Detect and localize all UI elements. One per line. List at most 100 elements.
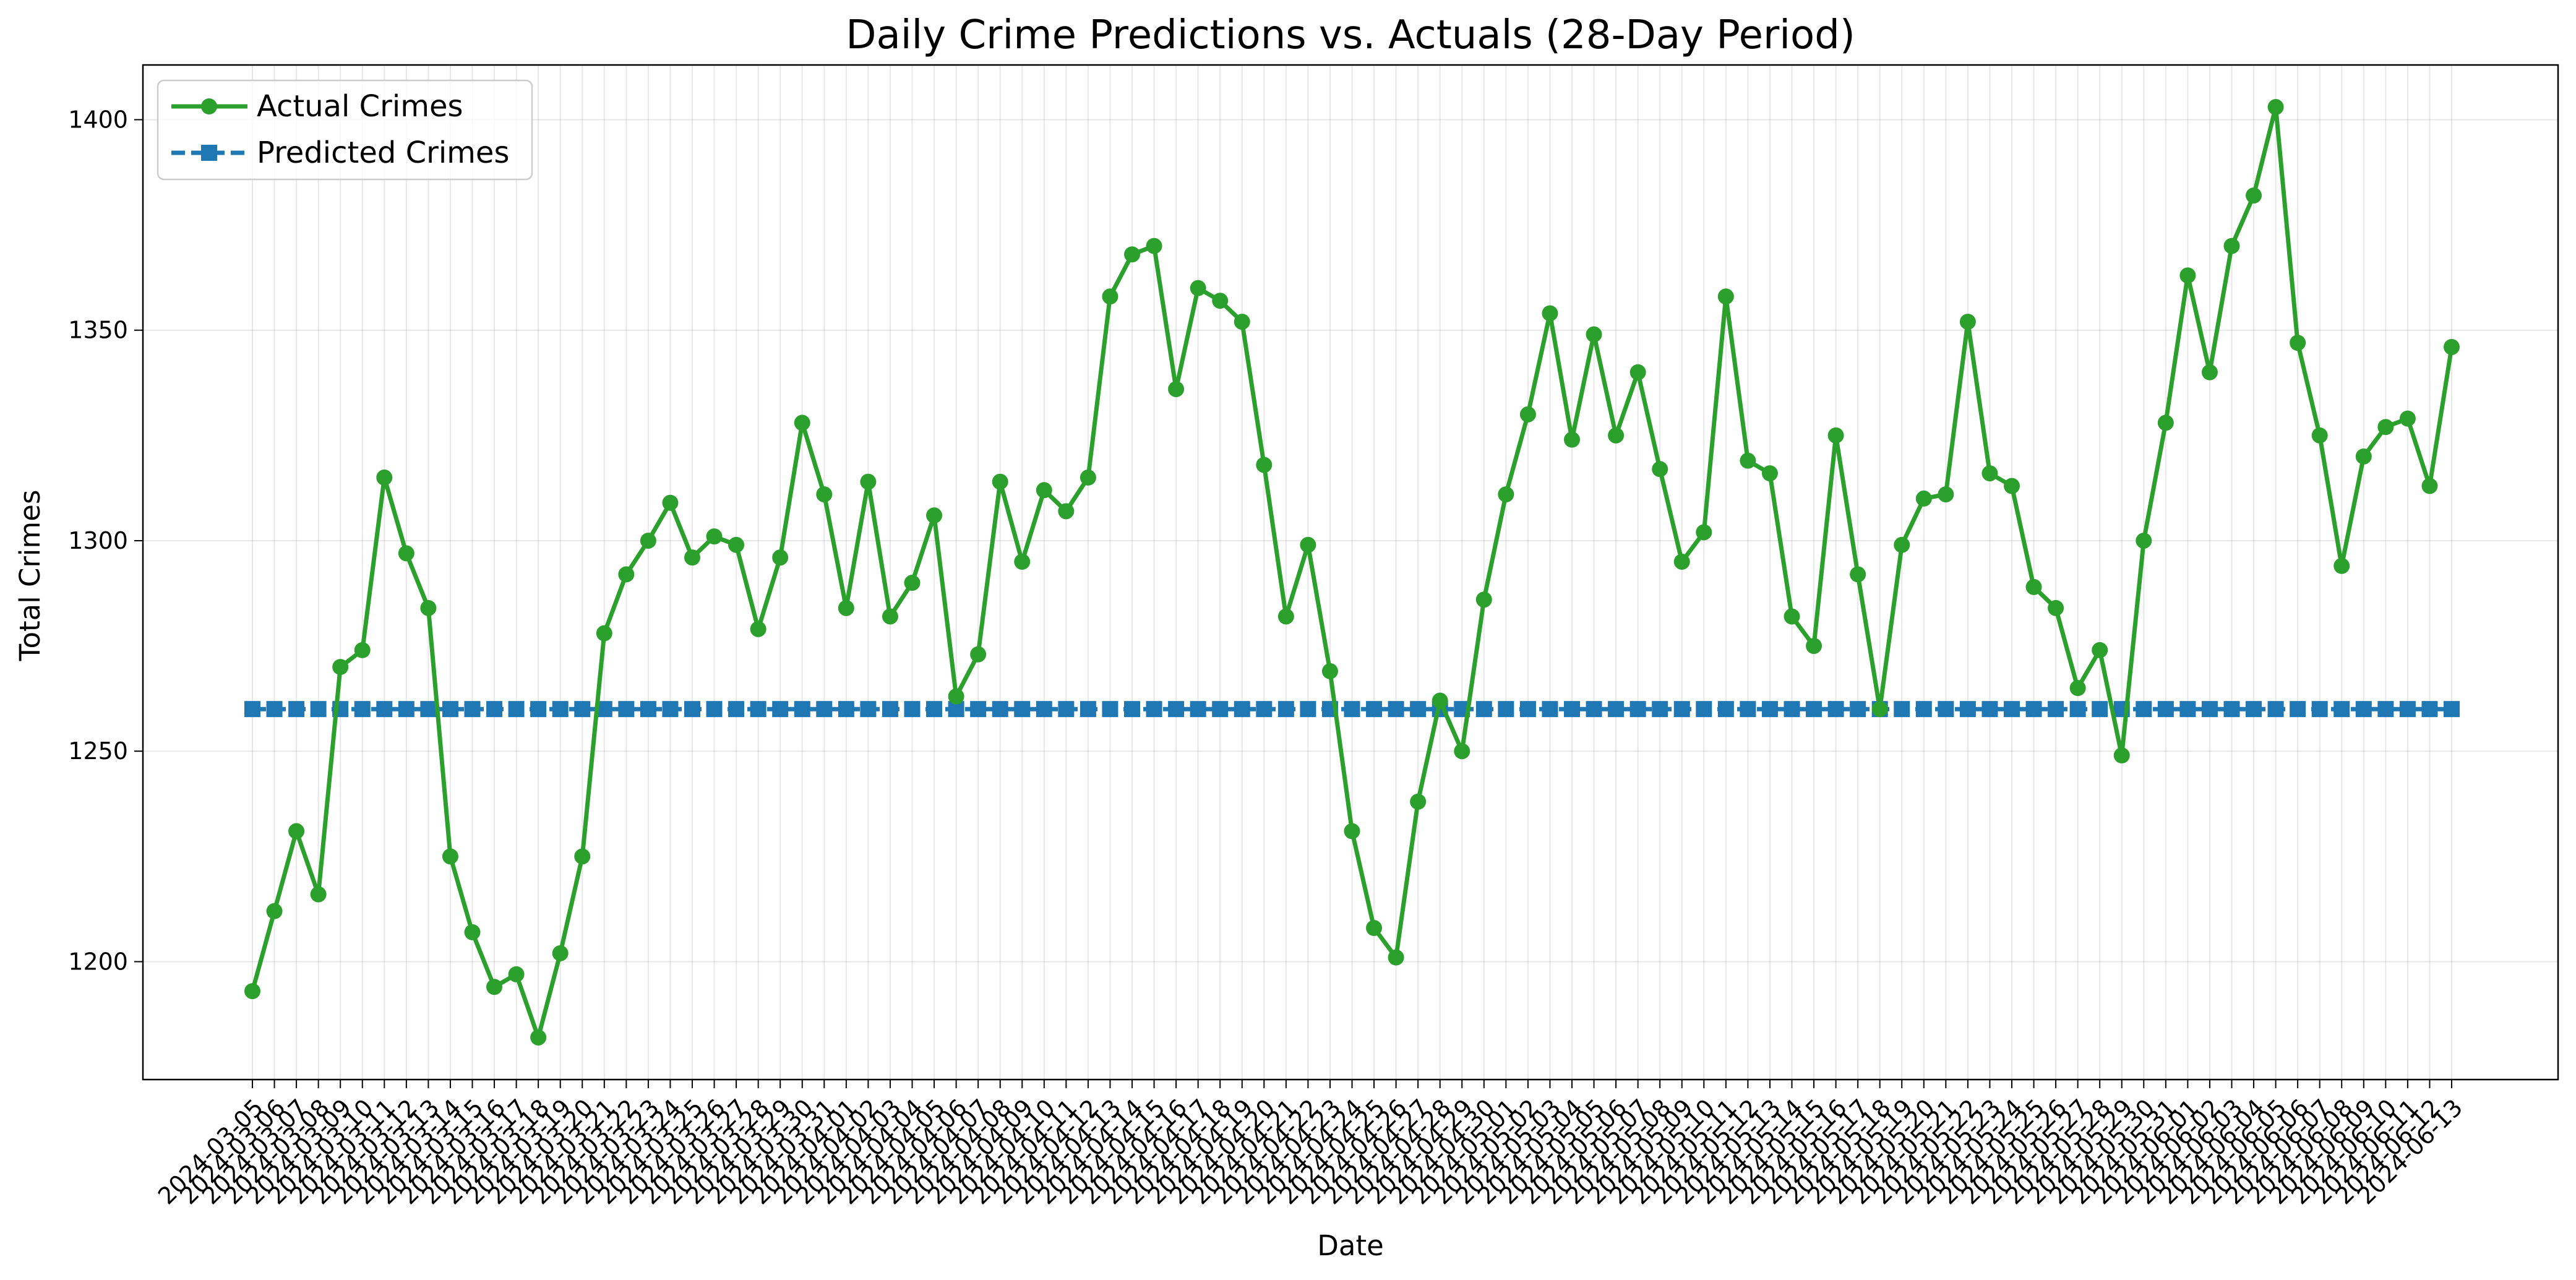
data-point xyxy=(244,983,260,1000)
data-point xyxy=(244,701,260,718)
legend-item: Actual Crimes xyxy=(171,89,463,124)
data-point xyxy=(2157,701,2174,718)
data-point xyxy=(420,599,437,616)
data-point xyxy=(1146,238,1162,254)
y-tick-label: 1250 xyxy=(68,737,128,765)
data-point xyxy=(530,1029,547,1046)
data-point xyxy=(2157,414,2174,431)
data-point xyxy=(684,701,700,718)
data-point xyxy=(508,966,525,982)
data-point xyxy=(1410,793,1427,810)
data-point xyxy=(816,701,833,718)
data-point xyxy=(706,528,723,545)
data-point xyxy=(640,701,656,718)
data-point xyxy=(1519,406,1536,423)
data-point xyxy=(948,688,964,705)
data-point xyxy=(838,701,854,718)
data-point xyxy=(1784,701,1800,718)
data-point xyxy=(2421,478,2438,494)
data-point xyxy=(1277,608,1294,625)
data-point xyxy=(1256,701,1273,718)
data-point xyxy=(794,701,810,718)
data-point xyxy=(2311,701,2328,718)
data-point xyxy=(1542,701,1558,718)
data-point xyxy=(2048,701,2064,718)
data-point xyxy=(2004,701,2020,718)
data-point xyxy=(728,536,745,553)
data-point xyxy=(1036,482,1052,499)
data-point xyxy=(1388,949,1404,966)
data-point xyxy=(1190,701,1206,718)
data-point xyxy=(2267,99,2284,116)
data-point xyxy=(310,701,327,718)
legend-box xyxy=(157,79,533,181)
data-point xyxy=(596,625,612,642)
data-point xyxy=(1014,701,1031,718)
legend-marker xyxy=(201,98,217,114)
data-point xyxy=(926,701,943,718)
data-point xyxy=(1234,314,1250,330)
data-point xyxy=(1806,701,1823,718)
data-point xyxy=(2267,701,2284,718)
data-point xyxy=(266,903,283,919)
plot-frame xyxy=(142,64,2559,1081)
data-point xyxy=(1124,701,1140,718)
data-point xyxy=(1344,823,1360,840)
data-point xyxy=(1058,701,1075,718)
data-point xyxy=(662,701,679,718)
data-point xyxy=(1366,701,1383,718)
data-point xyxy=(1475,701,1492,718)
series-actual xyxy=(244,99,2460,1046)
data-point xyxy=(1629,701,1646,718)
data-point xyxy=(618,701,635,718)
data-point xyxy=(882,608,898,625)
data-point xyxy=(772,701,789,718)
data-point xyxy=(1761,701,1778,718)
data-point xyxy=(1673,553,1690,570)
data-point xyxy=(420,701,437,718)
data-point xyxy=(1981,465,1998,482)
data-point xyxy=(2113,747,2130,764)
data-point xyxy=(2136,701,2152,718)
data-point xyxy=(1388,701,1404,718)
data-point xyxy=(1564,701,1580,718)
data-point xyxy=(1894,701,1910,718)
data-point xyxy=(2201,701,2218,718)
data-point xyxy=(1827,427,1844,444)
data-point xyxy=(1080,469,1096,486)
data-point xyxy=(1475,591,1492,608)
data-point xyxy=(1102,288,1118,305)
data-point xyxy=(398,701,414,718)
data-point xyxy=(1102,701,1118,718)
data-point xyxy=(1629,364,1646,380)
data-point xyxy=(1212,701,1229,718)
data-point xyxy=(1608,701,1625,718)
data-point xyxy=(1432,692,1448,709)
data-point xyxy=(2311,427,2328,444)
legend-item: Predicted Crimes xyxy=(171,135,509,170)
y-tick-label: 1300 xyxy=(68,527,128,554)
data-point xyxy=(904,701,921,718)
data-point xyxy=(1894,536,1910,553)
data-point xyxy=(2025,701,2042,718)
grid xyxy=(143,65,2558,1080)
data-point xyxy=(1717,288,1734,305)
data-point xyxy=(1300,701,1316,718)
data-point xyxy=(464,701,481,718)
data-point xyxy=(2069,680,2086,697)
data-point xyxy=(442,701,458,718)
data-point xyxy=(1454,743,1470,760)
data-point xyxy=(1564,431,1580,448)
data-point xyxy=(1652,461,1668,478)
data-point xyxy=(1915,701,1932,718)
y-tick-label: 1400 xyxy=(68,106,128,133)
data-point xyxy=(332,659,349,676)
data-point xyxy=(288,701,305,718)
data-point xyxy=(2333,701,2350,718)
data-point xyxy=(882,701,898,718)
data-point xyxy=(2092,642,2108,658)
data-point xyxy=(860,701,877,718)
data-point xyxy=(574,848,591,865)
data-point xyxy=(1058,503,1075,520)
data-point xyxy=(2048,599,2064,616)
